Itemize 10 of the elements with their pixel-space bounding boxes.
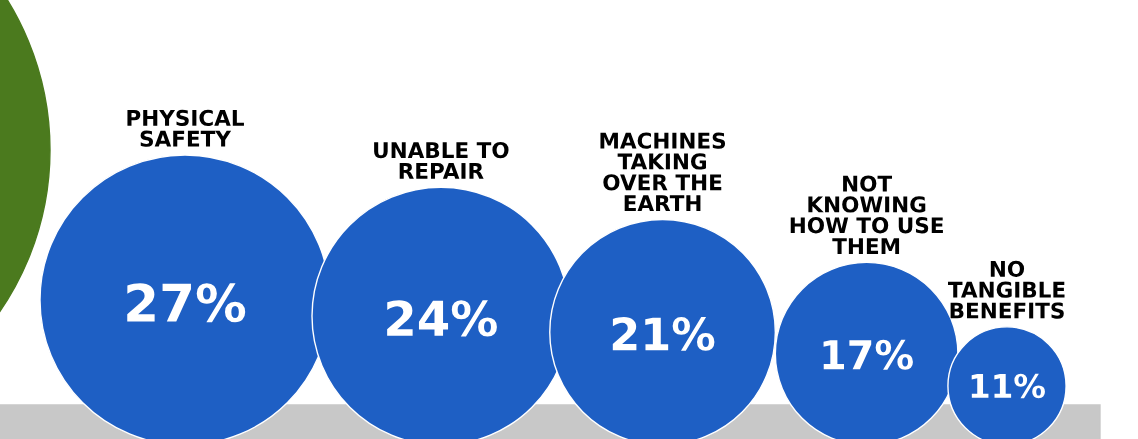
data-label: 11% bbox=[971, 373, 1045, 399]
category-label: UNABLE TO REPAIR bbox=[374, 141, 509, 179]
data-label: 24% bbox=[387, 300, 497, 337]
category-label: MACHINES TAKING OVER THE EARTH bbox=[600, 132, 726, 211]
category-label: PHYSICAL SAFETY bbox=[127, 109, 244, 147]
category-label: NO TANGIBLE BENEFITS bbox=[948, 260, 1065, 319]
data-label: 27% bbox=[127, 283, 246, 323]
data-label: 21% bbox=[612, 317, 715, 351]
category-label: NOT KNOWING HOW TO USE THEM bbox=[790, 175, 943, 254]
data-label: 17% bbox=[823, 339, 913, 370]
